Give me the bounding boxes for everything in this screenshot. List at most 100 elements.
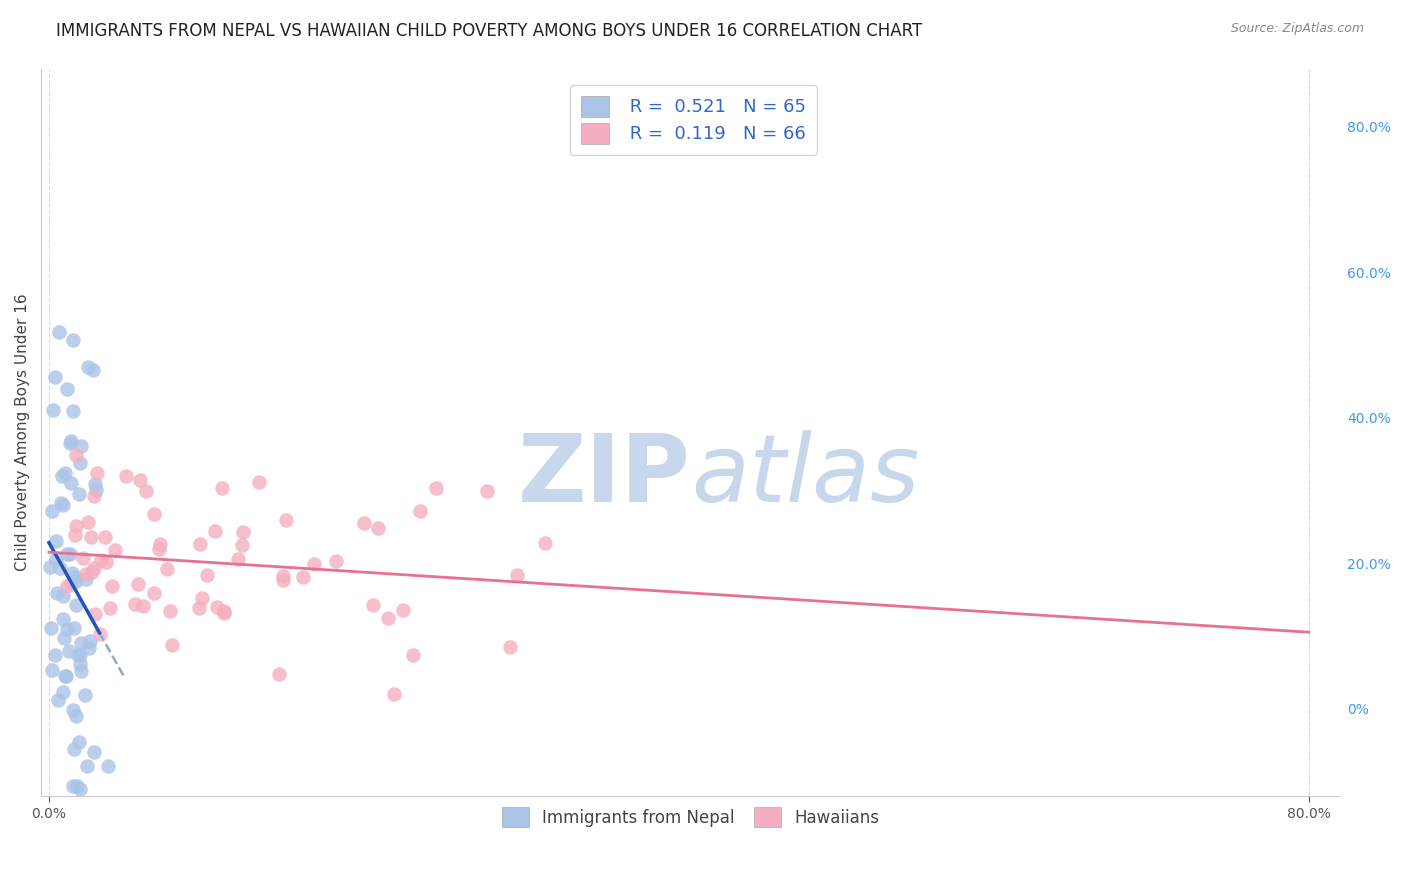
Point bbox=[65, 574, 87, 588]
Point bbox=[273, 574, 295, 588]
Point bbox=[56, 382, 79, 396]
Point bbox=[45, 551, 67, 566]
Point bbox=[41, 402, 63, 417]
Point bbox=[65, 449, 87, 463]
Point bbox=[325, 554, 347, 568]
Text: atlas: atlas bbox=[690, 431, 920, 522]
Point bbox=[353, 516, 375, 530]
Point bbox=[382, 687, 405, 701]
Point bbox=[53, 466, 76, 480]
Legend: Immigrants from Nepal, Hawaiians: Immigrants from Nepal, Hawaiians bbox=[494, 799, 887, 835]
Point bbox=[55, 668, 77, 682]
Point bbox=[83, 476, 105, 491]
Point bbox=[211, 481, 233, 495]
Point bbox=[367, 521, 389, 535]
Point bbox=[156, 562, 179, 576]
Point bbox=[231, 538, 253, 552]
Point bbox=[67, 487, 90, 501]
Point bbox=[83, 560, 105, 574]
Point bbox=[52, 612, 75, 626]
Y-axis label: Child Poverty Among Boys Under 16: Child Poverty Among Boys Under 16 bbox=[15, 293, 30, 571]
Point bbox=[276, 513, 298, 527]
Point bbox=[63, 741, 86, 756]
Point bbox=[247, 475, 270, 489]
Point bbox=[86, 466, 108, 480]
Point bbox=[83, 489, 105, 503]
Point bbox=[391, 603, 413, 617]
Point bbox=[73, 688, 96, 702]
Point bbox=[60, 476, 83, 491]
Point bbox=[89, 627, 111, 641]
Point bbox=[69, 439, 91, 453]
Point bbox=[56, 622, 79, 636]
Point bbox=[69, 657, 91, 671]
Point bbox=[232, 525, 254, 540]
Point bbox=[77, 360, 100, 375]
Point bbox=[65, 598, 87, 612]
Point bbox=[55, 579, 77, 593]
Point bbox=[72, 551, 94, 566]
Point bbox=[69, 456, 91, 470]
Point bbox=[75, 572, 97, 586]
Point bbox=[96, 555, 118, 569]
Point bbox=[70, 636, 93, 650]
Point bbox=[195, 568, 218, 582]
Point bbox=[41, 621, 63, 635]
Point bbox=[63, 621, 86, 635]
Point bbox=[84, 607, 107, 621]
Point bbox=[159, 604, 181, 618]
Point bbox=[90, 553, 112, 567]
Point bbox=[149, 537, 172, 551]
Point bbox=[69, 781, 91, 796]
Point bbox=[191, 591, 214, 605]
Point bbox=[98, 601, 121, 615]
Point bbox=[79, 634, 101, 648]
Point bbox=[46, 586, 69, 600]
Point bbox=[65, 519, 87, 533]
Point bbox=[267, 667, 290, 681]
Point bbox=[76, 515, 98, 529]
Point bbox=[402, 648, 425, 662]
Point bbox=[499, 640, 522, 654]
Point bbox=[84, 483, 107, 497]
Point bbox=[79, 640, 101, 655]
Point bbox=[425, 481, 447, 495]
Point bbox=[51, 589, 73, 603]
Point bbox=[62, 703, 84, 717]
Point bbox=[60, 575, 83, 590]
Point bbox=[52, 685, 75, 699]
Point bbox=[160, 638, 183, 652]
Text: ZIP: ZIP bbox=[517, 430, 690, 522]
Text: IMMIGRANTS FROM NEPAL VS HAWAIIAN CHILD POVERTY AMONG BOYS UNDER 16 CORRELATION : IMMIGRANTS FROM NEPAL VS HAWAIIAN CHILD … bbox=[56, 22, 922, 40]
Point bbox=[135, 483, 157, 498]
Point bbox=[226, 552, 249, 566]
Point bbox=[148, 542, 170, 557]
Point bbox=[97, 758, 120, 772]
Point bbox=[41, 663, 63, 677]
Point bbox=[53, 669, 76, 683]
Point bbox=[302, 557, 325, 571]
Point bbox=[52, 631, 75, 645]
Point bbox=[80, 530, 103, 544]
Point bbox=[62, 779, 84, 793]
Point bbox=[127, 576, 149, 591]
Point bbox=[45, 533, 67, 548]
Point bbox=[48, 561, 70, 575]
Point bbox=[143, 586, 166, 600]
Point bbox=[82, 363, 104, 377]
Point bbox=[205, 599, 228, 614]
Point bbox=[65, 709, 87, 723]
Point bbox=[361, 598, 384, 612]
Point bbox=[60, 566, 83, 580]
Point bbox=[409, 504, 432, 518]
Point bbox=[67, 648, 90, 663]
Point bbox=[63, 569, 86, 583]
Point bbox=[104, 542, 127, 557]
Point bbox=[52, 498, 75, 512]
Point bbox=[271, 569, 294, 583]
Point bbox=[58, 644, 80, 658]
Point bbox=[212, 607, 235, 621]
Point bbox=[69, 648, 91, 663]
Point bbox=[76, 759, 98, 773]
Point bbox=[143, 508, 166, 522]
